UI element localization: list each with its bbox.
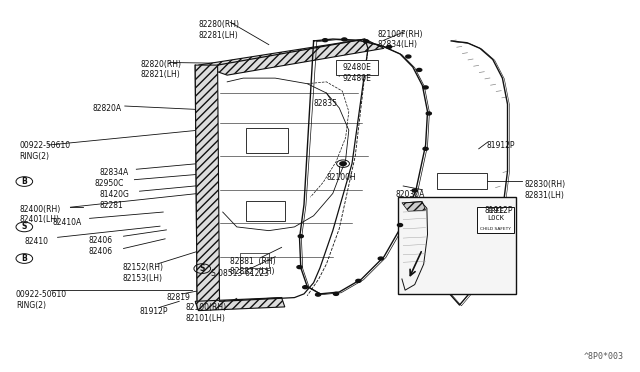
Text: 82819: 82819 bbox=[166, 293, 190, 302]
Text: 81420G
82281: 81420G 82281 bbox=[99, 190, 129, 210]
Text: ^8P0*003: ^8P0*003 bbox=[584, 352, 624, 361]
Circle shape bbox=[356, 279, 361, 282]
Circle shape bbox=[426, 112, 431, 115]
Circle shape bbox=[297, 266, 302, 269]
Text: S: S bbox=[200, 264, 205, 273]
Text: 82830(RH)
82831(LH): 82830(RH) 82831(LH) bbox=[525, 180, 566, 200]
Circle shape bbox=[387, 45, 392, 48]
Text: 82835: 82835 bbox=[314, 99, 338, 108]
Text: B: B bbox=[22, 177, 27, 186]
Bar bbox=[240, 253, 269, 268]
Text: 82950C: 82950C bbox=[95, 179, 124, 187]
Circle shape bbox=[333, 292, 339, 295]
Text: 81912P: 81912P bbox=[484, 206, 513, 215]
Text: 82100(RH)
82101(LH): 82100(RH) 82101(LH) bbox=[186, 303, 227, 323]
Polygon shape bbox=[198, 39, 384, 75]
Circle shape bbox=[423, 147, 428, 150]
Text: FREE
LOCK: FREE LOCK bbox=[487, 208, 504, 221]
Text: S 08513-61223: S 08513-61223 bbox=[211, 269, 269, 278]
Text: B: B bbox=[22, 254, 27, 263]
Text: 82100H: 82100H bbox=[326, 173, 356, 182]
Circle shape bbox=[397, 224, 403, 227]
Circle shape bbox=[342, 38, 347, 41]
Text: 82410: 82410 bbox=[24, 237, 49, 246]
Text: 82030A: 82030A bbox=[396, 190, 425, 199]
Bar bbox=[477, 207, 514, 232]
Text: 82280(RH)
82281(LH): 82280(RH) 82281(LH) bbox=[198, 20, 239, 40]
Bar bbox=[336, 60, 378, 75]
Polygon shape bbox=[195, 298, 285, 311]
Circle shape bbox=[340, 162, 346, 166]
Circle shape bbox=[423, 86, 428, 89]
Bar bbox=[246, 128, 288, 153]
Text: 82881  (RH)
82882  (LH): 82881 (RH) 82882 (LH) bbox=[230, 257, 276, 276]
Text: 00922-50610
RING(2): 00922-50610 RING(2) bbox=[16, 290, 67, 310]
Bar bbox=[437, 173, 487, 189]
Circle shape bbox=[378, 257, 383, 260]
Text: 82406: 82406 bbox=[88, 236, 113, 245]
Text: 82834A: 82834A bbox=[99, 168, 129, 177]
Text: 82406: 82406 bbox=[88, 247, 113, 256]
Circle shape bbox=[417, 68, 422, 71]
Text: 82820A: 82820A bbox=[93, 104, 122, 113]
Text: S: S bbox=[22, 222, 27, 231]
Circle shape bbox=[323, 39, 328, 42]
Text: CHILD SAFETY: CHILD SAFETY bbox=[480, 227, 511, 231]
Bar bbox=[246, 201, 285, 221]
Text: 92480E: 92480E bbox=[342, 63, 371, 72]
Text: 82100F(RH)
82834(LH): 82100F(RH) 82834(LH) bbox=[378, 30, 423, 49]
Bar bbox=[398, 197, 516, 294]
Circle shape bbox=[316, 293, 321, 296]
Text: 82152(RH)
82153(LH): 82152(RH) 82153(LH) bbox=[123, 263, 164, 283]
Circle shape bbox=[303, 286, 308, 289]
Text: 82410A: 82410A bbox=[52, 218, 82, 227]
Polygon shape bbox=[402, 202, 426, 211]
Text: 81912P: 81912P bbox=[486, 141, 515, 150]
Circle shape bbox=[412, 189, 417, 192]
Circle shape bbox=[364, 40, 369, 43]
Text: 00922-50610
RING(2): 00922-50610 RING(2) bbox=[19, 141, 70, 161]
Text: 92480E: 92480E bbox=[342, 74, 371, 83]
Text: 82820(RH)
82821(LH): 82820(RH) 82821(LH) bbox=[141, 60, 182, 79]
Polygon shape bbox=[195, 65, 220, 303]
Text: 81912P: 81912P bbox=[140, 307, 168, 316]
Circle shape bbox=[406, 55, 411, 58]
Text: 82400(RH)
82401(LH): 82400(RH) 82401(LH) bbox=[19, 205, 60, 224]
Circle shape bbox=[298, 235, 303, 238]
